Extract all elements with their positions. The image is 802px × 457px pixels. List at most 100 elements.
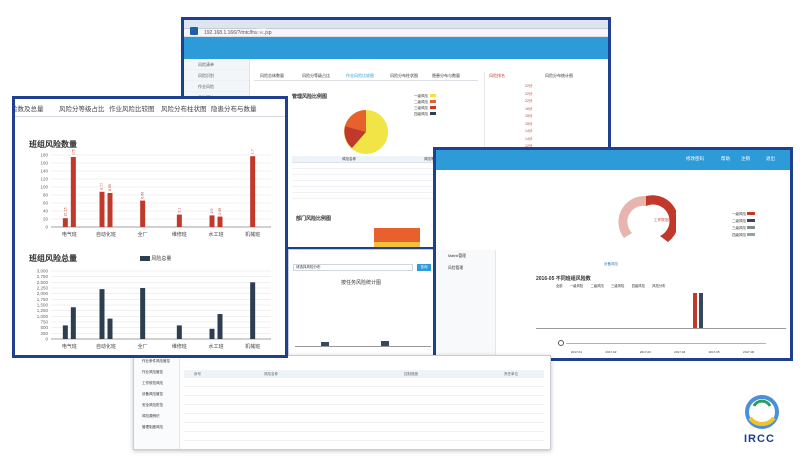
legend-item-3: 四级风险 xyxy=(414,112,428,116)
bar-value-label: 2.9 xyxy=(210,208,214,213)
help-link[interactable]: 帮助 xyxy=(721,156,730,161)
ranking-value-2: 22分 xyxy=(525,99,533,103)
left-tab-1[interactable]: 风险分等级占比 xyxy=(59,106,105,113)
bottom-sidebar-1[interactable]: 作业风险管控 xyxy=(142,370,163,374)
bar-legend-1: 一级风险 xyxy=(569,284,584,288)
bar-value-label: 6.66 xyxy=(141,192,145,199)
change-password-link[interactable]: 修改密码 xyxy=(686,156,704,161)
bottom-sidebar: 作业条件风险管控 作业风险管控 工作规范风险 设备风险管控 安全风险防范 风险源… xyxy=(134,356,180,449)
mid-bar-1 xyxy=(381,341,389,346)
table-row[interactable] xyxy=(184,406,544,414)
donut-label-1: 设备风险 xyxy=(604,262,618,266)
risk-pie-chart xyxy=(344,110,388,154)
left-tab-0[interactable]: 险数及总量 xyxy=(12,106,44,113)
bar xyxy=(99,191,105,227)
bottom-sidebar-3[interactable]: 设备风险管控 xyxy=(142,392,163,396)
bar-chart-legend: 全部 一级风险 二级风险 三级风险 四级风险 风险分布 xyxy=(556,283,746,289)
y-tick-label: 250 xyxy=(40,331,48,336)
main-tab-2[interactable]: 作业风险比较图 xyxy=(346,73,374,78)
donut-legend-2: 二级风险 xyxy=(732,219,746,223)
mid-chart-title: 按任务风险统计图 xyxy=(341,280,382,286)
risk-table: 风险名称 风险等级 责任单位 xyxy=(292,156,478,208)
bar xyxy=(62,325,68,339)
ranking-tab[interactable]: 风险排名 xyxy=(489,73,505,78)
x-tick-label: 机械班 xyxy=(245,231,260,238)
bar xyxy=(217,314,223,339)
timeline-play-icon[interactable] xyxy=(558,340,564,346)
browser-address-bar[interactable]: 192.168.1.166/?/mtc/frame.jsp xyxy=(184,29,608,37)
dept-chart-title: 部门风险比例图 xyxy=(296,216,332,222)
team-risk-total-chart: 02505007501,0001,2501,5001,7502,0002,250… xyxy=(37,269,271,350)
table-row[interactable] xyxy=(184,397,544,405)
timeline-labels: 2017-01 2017-02 2017-03 2017-04 2017-05 … xyxy=(571,349,771,355)
bar xyxy=(140,288,146,339)
bar xyxy=(217,216,223,227)
bottom-sidebar-4[interactable]: 安全风险防范 xyxy=(142,403,163,407)
bottom-sidebar-2[interactable]: 工作规范风险 xyxy=(142,381,163,385)
ranking-value-1: 22分 xyxy=(525,91,533,96)
y-tick-label: 40 xyxy=(43,209,49,214)
sidebar-risk[interactable]: 风险管理 xyxy=(448,266,464,270)
sidebar-matrix[interactable]: Matrix管理 xyxy=(448,254,466,258)
exit-link[interactable]: 退出 xyxy=(766,156,775,161)
sidebar-item-1[interactable]: 风险识别 xyxy=(184,70,249,81)
donut-slice-main xyxy=(646,195,676,242)
sidebar-item-0[interactable]: 风险清单 xyxy=(184,59,249,70)
donut-slice-rest xyxy=(618,195,646,238)
table-row[interactable] xyxy=(184,415,544,423)
dept-bar-2 xyxy=(374,228,420,242)
sidebar-item-2[interactable]: 作业风险 xyxy=(184,81,249,92)
bottom-header-2: 控制措施 xyxy=(404,372,418,376)
bar-legend-0: 全部 xyxy=(556,284,563,288)
left-tab-2[interactable]: 作业风险比较图 xyxy=(109,106,155,113)
x-tick-label: 电气班 xyxy=(62,343,77,350)
risk-list-window: 作业条件风险管控 作业风险管控 工作规范风险 设备风险管控 安全风险防范 风险源… xyxy=(133,355,551,450)
y-tick-label: 20 xyxy=(43,217,49,222)
left-tab-4[interactable]: 隐患分布与数量 xyxy=(211,106,257,113)
bottom-sidebar-5[interactable]: 风险源辨识 xyxy=(142,414,160,418)
x-tick-label: 自动化班 xyxy=(96,231,116,238)
ranking-value-7: 14分 xyxy=(525,136,533,141)
bar-value-label: 9.77 xyxy=(100,183,104,190)
risk-distribution-select[interactable]: 请选择风险分布 xyxy=(293,264,413,271)
bar-value-label: 1750 xyxy=(71,149,75,155)
timeline-track[interactable] xyxy=(566,343,766,344)
timeline-label-3: 2017-04 xyxy=(674,350,686,354)
pie-chart-title: 管理风险比例图 xyxy=(292,94,328,100)
left-tab-3[interactable]: 风险分布柱状图 xyxy=(161,106,207,113)
bottom-sidebar-6[interactable]: 管理制度风险 xyxy=(142,425,163,429)
x-tick-label: 全厂 xyxy=(138,343,148,350)
main-tab-4[interactable]: 隐患分布与数量 xyxy=(432,73,460,78)
x-tick-label: 电气班 xyxy=(62,231,77,238)
table-row[interactable] xyxy=(184,379,544,387)
bottom-sidebar-0[interactable]: 作业条件风险管控 xyxy=(142,359,170,363)
main-tab-1[interactable]: 风险分等级占比 xyxy=(302,73,330,78)
app-logo-icon xyxy=(190,27,198,35)
bar xyxy=(70,157,76,227)
y-tick-label: 2,750 xyxy=(37,274,49,279)
x-tick-label: 维修班 xyxy=(172,231,187,238)
bar xyxy=(99,289,105,339)
ranking-value-3: 16分 xyxy=(525,106,533,111)
breadcrumb-home[interactable]: 首页 xyxy=(256,29,267,35)
main-tab-0[interactable]: 风险总体数量 xyxy=(260,73,284,78)
y-tick-label: 140 xyxy=(40,169,48,174)
bar-value-label: 21:15 xyxy=(63,207,67,216)
distribution-tab[interactable]: 风险分布统计图 xyxy=(545,73,573,78)
x-tick-label: 水工班 xyxy=(208,343,223,350)
team-stats-window: 险数及总量 风险分等级占比 作业风险比较图 风险分布柱状图 隐患分布与数量 班组… xyxy=(12,96,288,358)
table-row[interactable] xyxy=(184,388,544,396)
bar-legend-3: 三级风险 xyxy=(611,284,625,288)
logout-link[interactable]: 注销 xyxy=(741,156,750,161)
bar xyxy=(107,318,113,339)
ranking-value-8: 12分 xyxy=(525,144,533,148)
query-button[interactable]: 查询 xyxy=(417,264,431,271)
y-tick-label: 750 xyxy=(40,320,48,325)
pie-legend: 一级风险 二级风险 三级风险 四级风险 xyxy=(414,94,440,118)
main-tab-3[interactable]: 风险分布柱状图 xyxy=(390,73,418,78)
y-tick-label: 1,500 xyxy=(37,303,49,308)
y-tick-label: 160 xyxy=(40,161,48,166)
legend-item-1: 二级风险 xyxy=(414,100,428,104)
table-row[interactable] xyxy=(184,433,544,441)
table-row[interactable] xyxy=(184,424,544,432)
